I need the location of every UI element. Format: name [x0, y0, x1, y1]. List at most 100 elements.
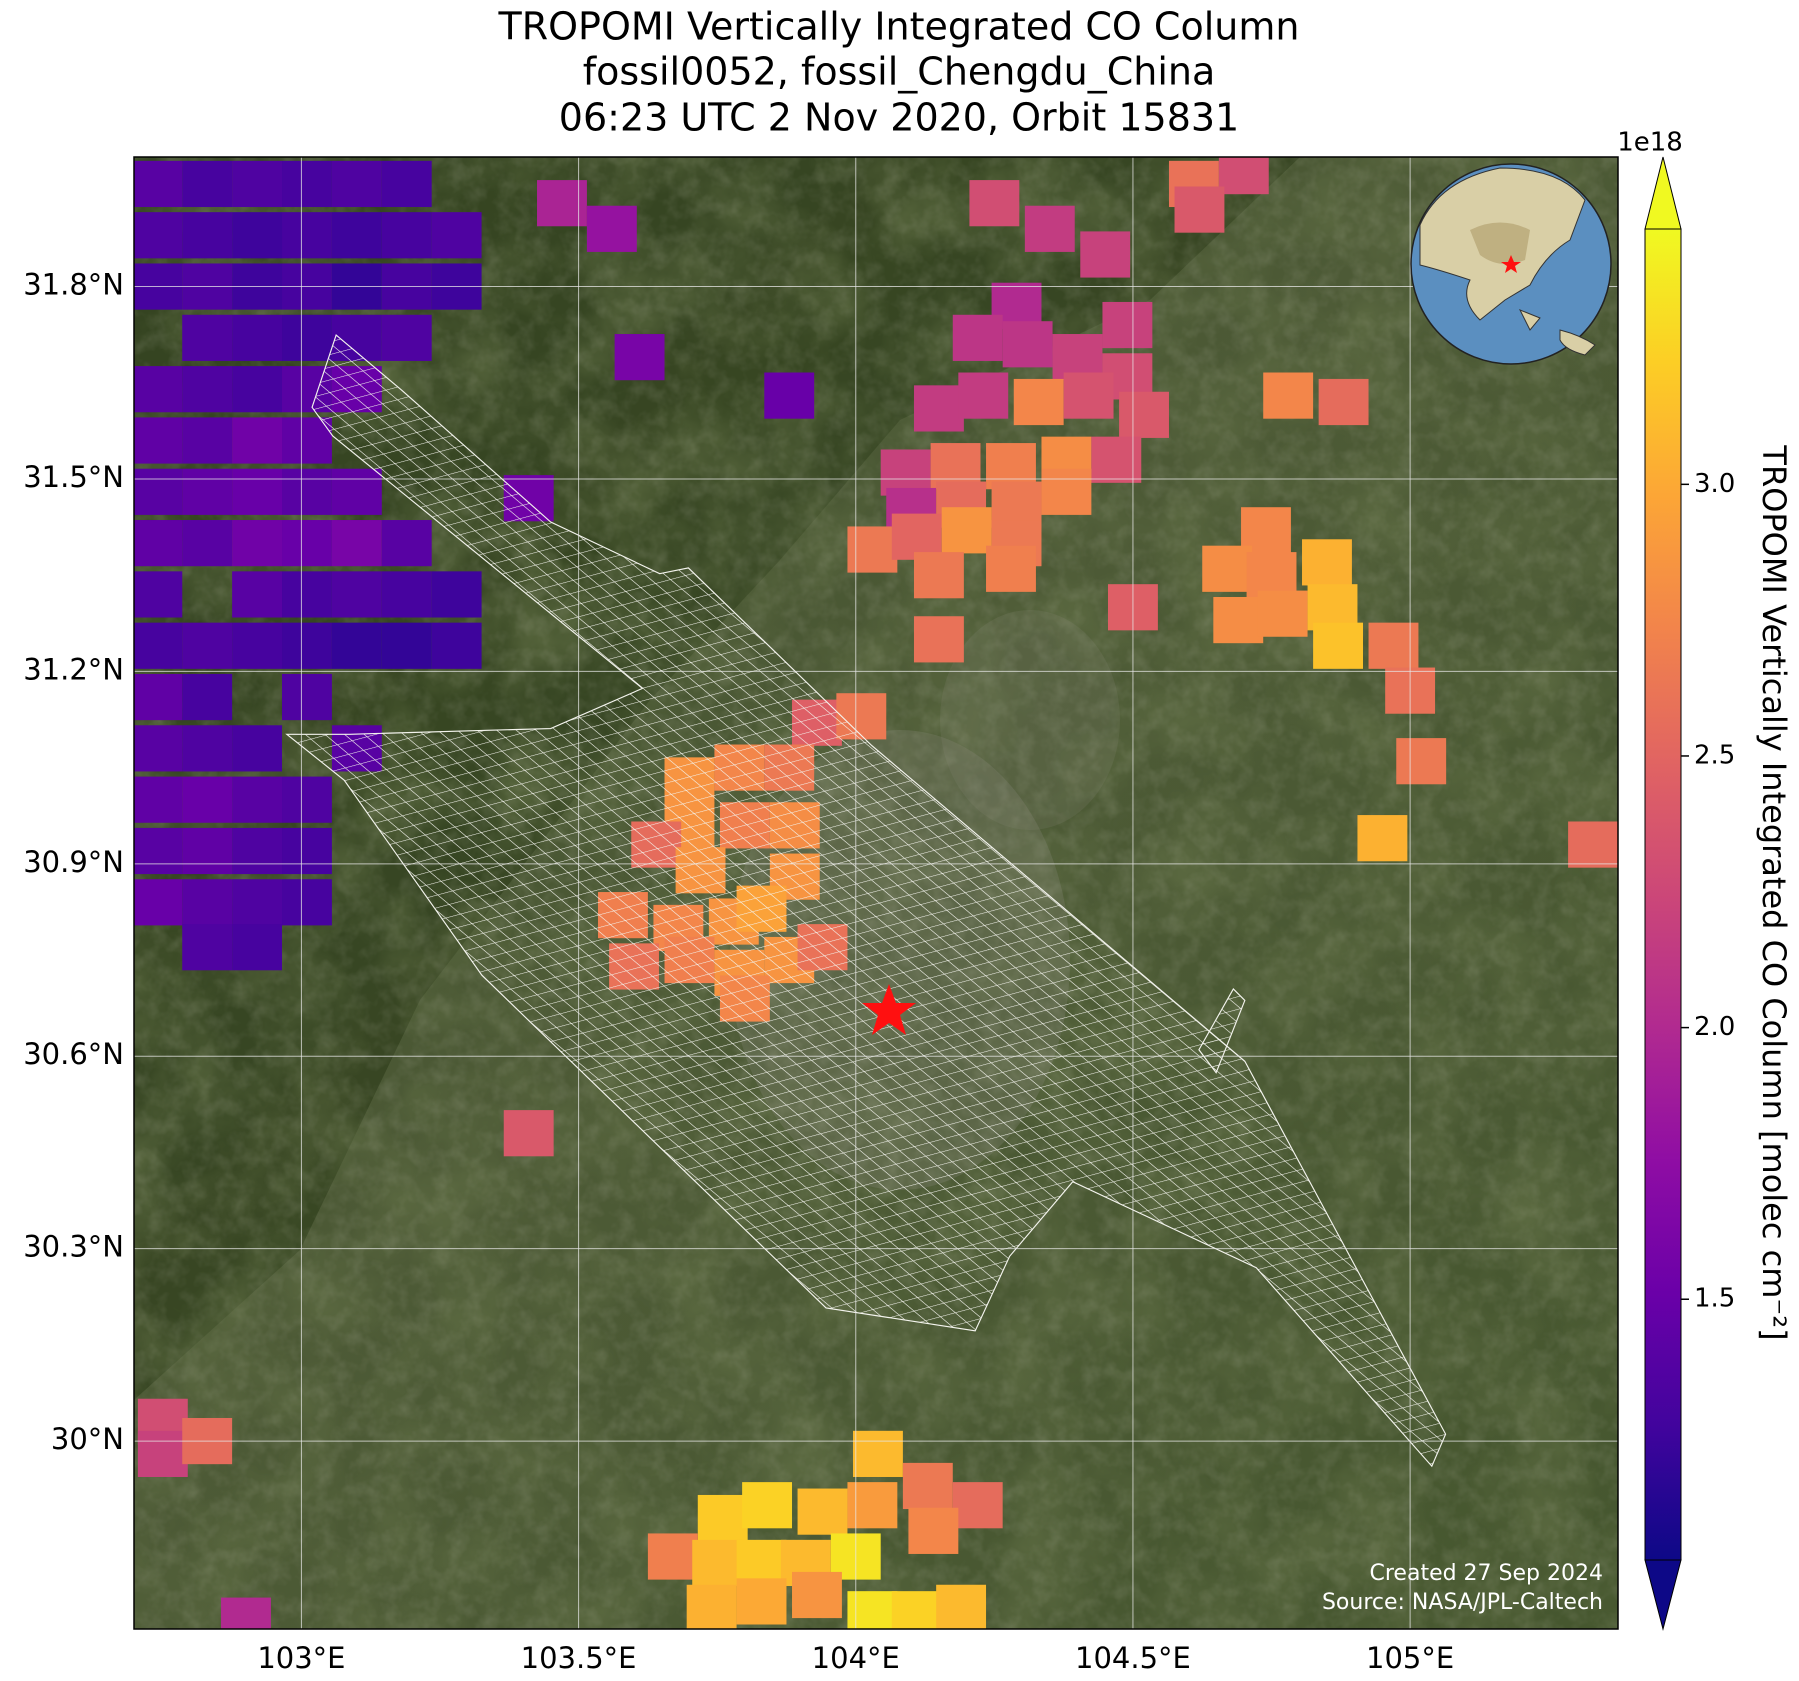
co-pixel [847, 1482, 898, 1529]
co-pixel [232, 212, 283, 259]
co-pixel [902, 1462, 953, 1510]
plot-frame [133, 156, 1619, 1630]
co-pixel [969, 180, 1020, 227]
co-pixel [692, 1539, 743, 1587]
co-pixel [282, 212, 332, 259]
co-pixel [381, 314, 432, 361]
co-pixel [742, 1482, 793, 1529]
co-pixel [586, 205, 637, 252]
co-pixel [686, 1584, 737, 1629]
co-pixel [282, 160, 332, 208]
site-star [862, 984, 916, 1035]
co-pixel [232, 571, 283, 618]
co-pixel [797, 1488, 848, 1535]
footprint-strip [1198, 988, 1246, 1074]
co-pixel [1063, 372, 1114, 419]
co-pixel [134, 212, 183, 259]
co-pixel [182, 924, 233, 971]
co-pixel [792, 1571, 842, 1619]
co-pixel [282, 673, 332, 721]
footprint-swath [285, 334, 1447, 1468]
co-pixel [936, 1584, 987, 1629]
co-pixel [182, 160, 233, 208]
co-pixel [1080, 231, 1131, 278]
co-pixel [1002, 321, 1053, 368]
co-pixel [232, 879, 283, 926]
co-pixel [134, 827, 183, 875]
co-pixel [736, 1578, 787, 1625]
colorbar-tick-label: 2.5 [1694, 740, 1735, 770]
co-pixel [1024, 205, 1075, 252]
co-pixel [891, 1591, 942, 1629]
co-pixel [331, 212, 382, 259]
created-note: Created 27 Sep 2024 [1370, 1561, 1604, 1586]
colorbar-tick-label: 1.5 [1694, 1284, 1735, 1314]
co-pixel [1568, 821, 1618, 868]
co-pixel [1174, 186, 1225, 233]
co-pixel [431, 212, 482, 259]
co-pixel [697, 1494, 748, 1542]
co-pixel [1313, 622, 1363, 669]
co-pixel [182, 827, 233, 875]
co-pixel [134, 520, 183, 567]
co-pixel [913, 552, 964, 599]
map-area: Created 27 Sep 2024 Source: NASA/JPL-Cal… [134, 157, 1618, 1629]
co-pixel [134, 366, 183, 413]
co-pixel [381, 520, 432, 567]
co-pixel [1013, 378, 1064, 426]
co-pixel [331, 468, 382, 515]
co-pixel [282, 776, 332, 823]
x-tick-label: 104.5°E [1075, 1641, 1191, 1675]
co-pixel [221, 1597, 271, 1629]
co-pixel [1041, 468, 1092, 515]
co-pixel [134, 468, 183, 515]
co-pixel [232, 417, 283, 464]
co-pixel [134, 622, 183, 669]
co-pixel [134, 776, 183, 823]
co-pixel [381, 212, 432, 259]
co-pixel [913, 616, 964, 663]
co-pixel [282, 879, 332, 926]
co-pixel [847, 1591, 898, 1629]
y-tick-label: 30°N [51, 1422, 124, 1456]
colorbar-label: TROPOMI Vertically Integrated CO Column … [1755, 444, 1793, 1340]
co-pixel [381, 622, 432, 669]
y-tick-label: 30.9°N [23, 845, 124, 879]
y-tick-label: 30.3°N [23, 1230, 124, 1264]
co-pixel [182, 776, 233, 823]
co-pixel [1302, 539, 1352, 586]
co-pixel [431, 571, 482, 618]
co-pixel [182, 879, 233, 926]
y-tick-label: 31.5°N [23, 460, 124, 494]
co-pixel [1357, 815, 1408, 862]
colorbar-offset: 1e18 [1617, 128, 1683, 158]
co-pixel [282, 520, 332, 567]
co-pixel [1218, 157, 1269, 195]
co-pixel [134, 417, 183, 464]
co-pixel [282, 417, 332, 464]
source-note: Source: NASA/JPL-Caltech [1322, 1590, 1603, 1615]
co-pixel [134, 571, 183, 618]
colorbar-bar [1644, 228, 1682, 1561]
co-pixel [134, 879, 183, 926]
co-pixel [232, 924, 283, 971]
co-pixel [852, 1430, 903, 1477]
co-pixel [232, 520, 283, 567]
co-pixel [282, 827, 332, 875]
grid [134, 157, 1618, 1629]
co-pixel [232, 827, 283, 875]
y-tick-label: 31.8°N [23, 268, 124, 302]
title-line: 06:23 UTC 2 Nov 2020, Orbit 15831 [559, 96, 1239, 140]
co-pixel [137, 1430, 188, 1477]
co-pixel [282, 314, 332, 361]
co-pixel [331, 160, 382, 208]
co-pixel [282, 571, 332, 618]
colorbar-extend-max [1644, 156, 1682, 230]
co-pixel [232, 160, 283, 208]
co-pixel [182, 366, 233, 413]
colorbar-tick-label: 2.0 [1694, 1012, 1735, 1042]
co-pixel [331, 571, 382, 618]
co-pixel [1213, 596, 1264, 644]
